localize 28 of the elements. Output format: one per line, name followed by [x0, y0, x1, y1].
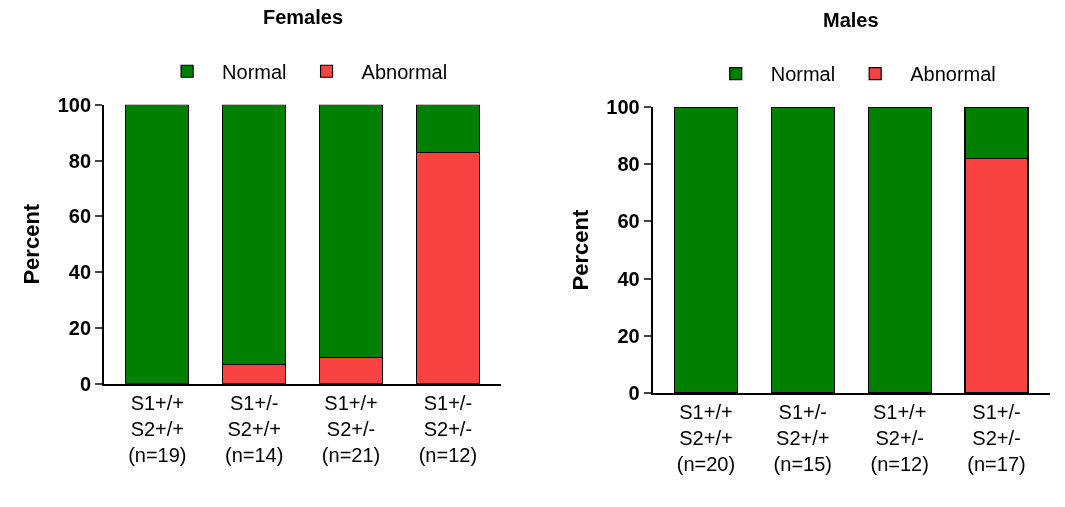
- y-tick-label: 40: [617, 267, 640, 290]
- y-tick-label: 100: [57, 93, 92, 116]
- y-tick-label: 60: [68, 205, 92, 228]
- legend-label: Abnormal: [361, 61, 448, 84]
- chart-title: Males: [823, 9, 879, 31]
- legend-label: Normal: [770, 63, 836, 86]
- legend-label: Normal: [222, 61, 287, 84]
- x-tick-label: S1+/- S2+/+ (n=14): [224, 391, 284, 466]
- y-tick-label: 20: [68, 316, 92, 339]
- y-tick-label: 0: [79, 372, 92, 395]
- y-tick-label: 60: [617, 210, 640, 233]
- x-tick-label: S1+/+ S2+/- (n=21): [321, 391, 381, 466]
- x-tick-label: S1+/+ S2+/- (n=12): [870, 401, 929, 475]
- x-tick-label: S1+/- S2+/+ (n=15): [773, 401, 832, 475]
- y-tick-label: 80: [68, 149, 92, 172]
- y-axis-title: Percent: [18, 203, 44, 285]
- chart-title: Females: [263, 6, 344, 28]
- x-tick-label: S1+/+ S2+/+ (n=19): [128, 391, 187, 466]
- y-tick-label: 40: [68, 261, 92, 284]
- x-tick-label: S1+/- S2+/- (n=12): [418, 391, 478, 466]
- y-tick-label: 80: [617, 153, 640, 176]
- x-tick-label: S1+/+ S2+/+ (n=20): [676, 401, 736, 475]
- x-tick-label: S1+/- S2+/- (n=17): [967, 401, 1026, 475]
- y-axis-title: Percent: [567, 208, 593, 291]
- y-tick-label: 100: [606, 96, 640, 119]
- y-tick-label: 20: [617, 324, 640, 347]
- legend-label: Abnormal: [910, 63, 996, 86]
- y-tick-label: 0: [628, 382, 640, 405]
